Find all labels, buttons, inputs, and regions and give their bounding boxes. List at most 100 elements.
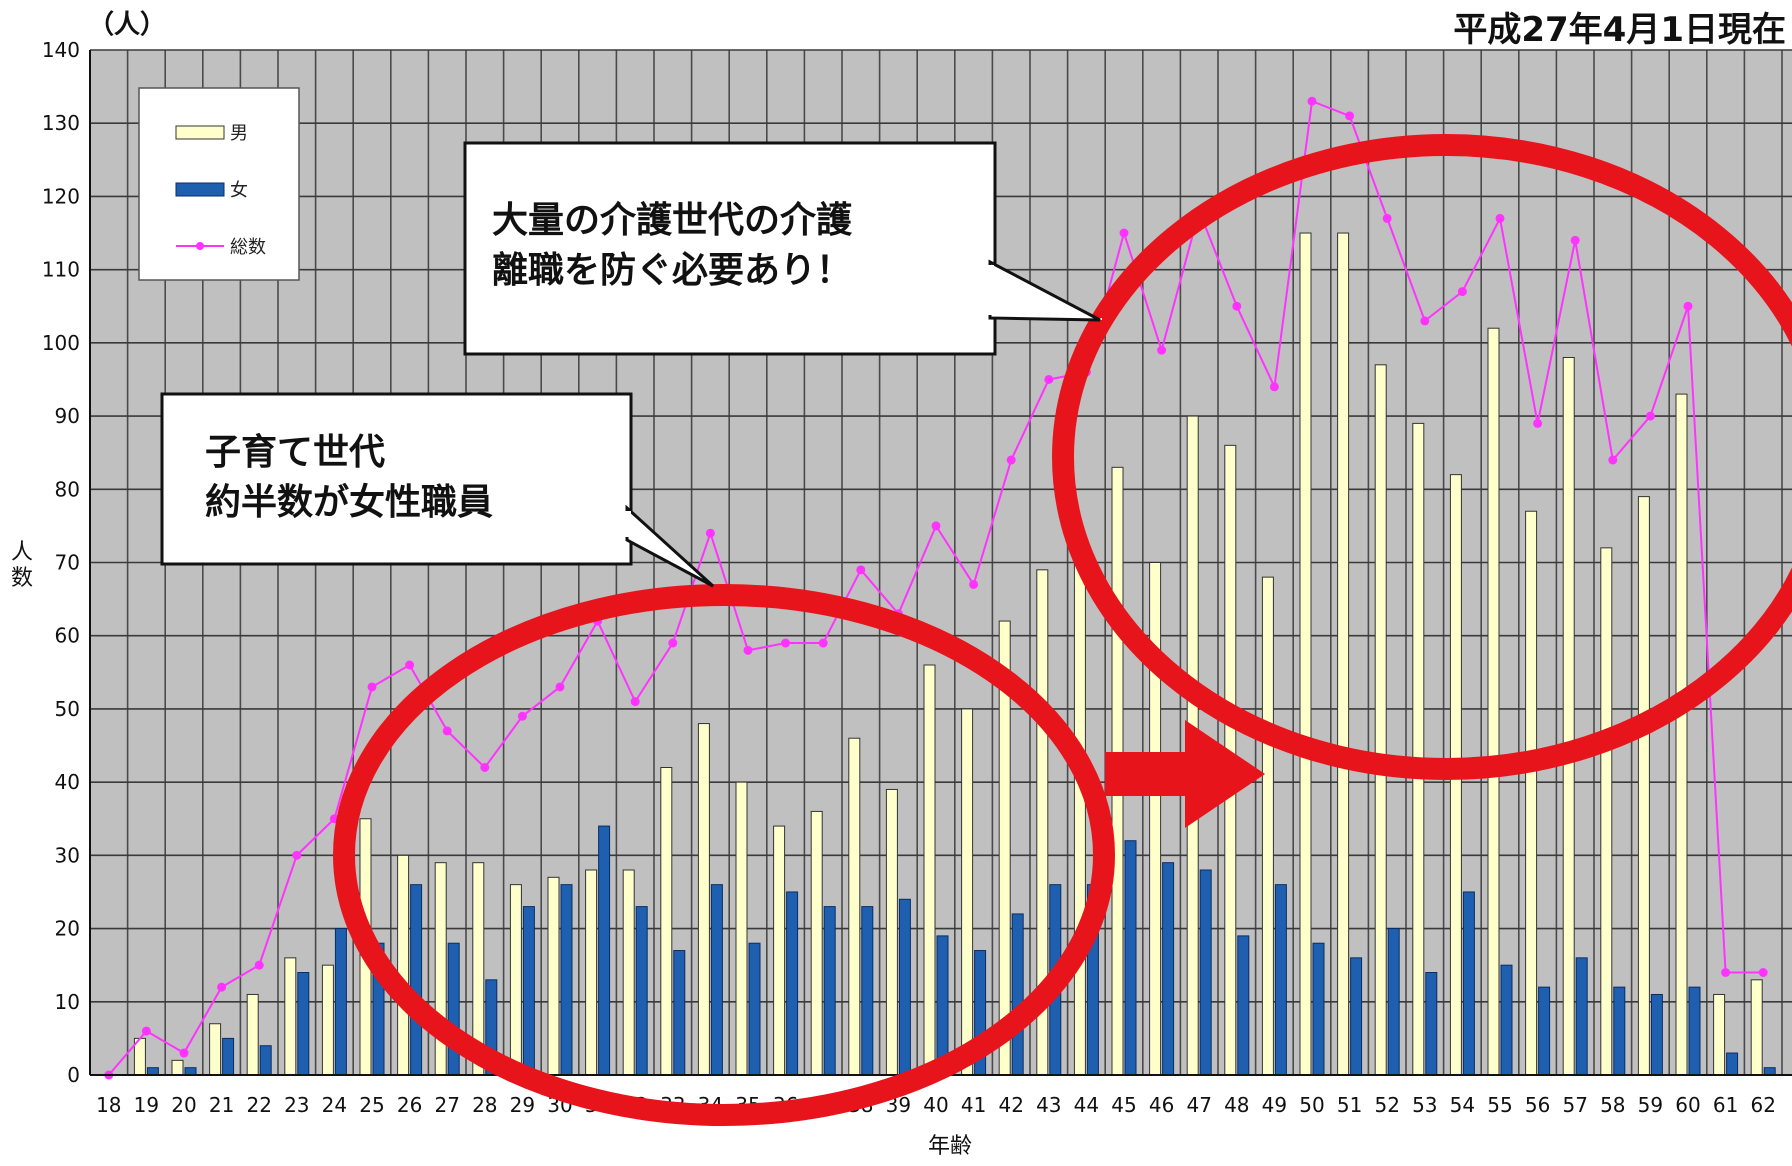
point-total: [969, 579, 979, 589]
x-tick-label: 41: [961, 1093, 986, 1117]
point-total: [1683, 301, 1693, 311]
x-tick-label: 18: [96, 1093, 121, 1117]
bar-male: [885, 788, 898, 1076]
callouts: [160, 141, 1102, 588]
bar-male: [1487, 327, 1500, 1076]
x-tick-label: 58: [1600, 1093, 1625, 1117]
y-tick-label: 140: [42, 38, 80, 62]
x-tick-label: 57: [1562, 1093, 1587, 1117]
point-total: [1307, 96, 1317, 106]
bar-male: [1713, 993, 1726, 1076]
x-tick-label: 46: [1149, 1093, 1174, 1117]
point-total: [1608, 455, 1618, 465]
bar-male: [1525, 510, 1538, 1076]
bar-male: [1374, 364, 1387, 1076]
x-tick-label: 22: [246, 1093, 271, 1117]
y-tick-label: 10: [55, 990, 80, 1014]
bar-female: [1312, 942, 1325, 1076]
y-tick-label: 30: [55, 843, 80, 867]
bar-male: [209, 1023, 222, 1076]
point-total: [1758, 968, 1768, 977]
bar-female: [1726, 1052, 1739, 1076]
date-label: 平成27年4月1日現在: [1453, 10, 1786, 50]
point-total: [442, 726, 452, 736]
bar-female: [334, 928, 347, 1076]
bar-male: [321, 964, 334, 1076]
x-tick-label: 55: [1487, 1093, 1512, 1117]
legend-swatch-male: [175, 125, 225, 140]
x-tick-label: 24: [322, 1093, 347, 1117]
bar-male: [1261, 576, 1274, 1076]
bar-male: [622, 869, 635, 1076]
bar-female: [1425, 972, 1438, 1076]
legend-label-male: 男: [230, 123, 248, 144]
bars: [133, 232, 1776, 1076]
bar-female: [598, 825, 611, 1076]
bar-female: [1162, 862, 1175, 1076]
callout-box-childcare: [160, 392, 633, 566]
bar-male: [1600, 547, 1613, 1076]
x-tick-label: 21: [209, 1093, 234, 1117]
bar-female: [146, 1067, 159, 1076]
x-tick-label: 60: [1675, 1093, 1700, 1117]
point-total: [1044, 374, 1054, 384]
bar-female: [447, 942, 460, 1076]
y-tick-label: 0: [67, 1063, 80, 1087]
point-total: [1006, 455, 1016, 465]
bar-male: [397, 854, 410, 1076]
point-total: [1232, 301, 1242, 311]
callout-caregiving-line1: 大量の介護世代の介護: [492, 200, 853, 241]
bar-female: [1011, 913, 1024, 1076]
bar-female: [748, 942, 761, 1076]
x-tick-label: 52: [1374, 1093, 1399, 1117]
bar-female: [635, 906, 648, 1076]
x-tick-label: 54: [1450, 1093, 1475, 1117]
bar-female: [1613, 986, 1626, 1076]
point-total: [1420, 316, 1430, 326]
x-tick-label: 45: [1111, 1093, 1136, 1117]
highlight-ellipse-childcare: [333, 584, 1115, 1126]
callout-childcare-line1: 子育て世代: [205, 432, 386, 473]
bar-male: [1073, 562, 1086, 1076]
point-total: [179, 1048, 189, 1058]
point-total: [1645, 411, 1655, 421]
point-total: [367, 682, 377, 692]
bar-female: [184, 1067, 197, 1076]
x-tick-label: 50: [1299, 1093, 1324, 1117]
x-tick-label: 27: [434, 1093, 459, 1117]
bar-female: [410, 884, 423, 1076]
x-tick-label: 42: [998, 1093, 1023, 1117]
point-total: [705, 528, 715, 538]
bar-female: [861, 906, 874, 1076]
point-total: [630, 697, 640, 707]
bar-male: [246, 993, 259, 1076]
point-total: [141, 1026, 151, 1036]
highlight-ellipse-caregiving: [1052, 134, 1792, 780]
bar-male: [923, 664, 936, 1076]
x-tick-label: 26: [397, 1093, 422, 1117]
bar-male: [1299, 232, 1312, 1076]
bar-female: [673, 950, 686, 1076]
point-total: [1157, 345, 1167, 355]
y-tick-label: 60: [55, 624, 80, 648]
x-tick-label: 47: [1186, 1093, 1211, 1117]
point-total: [254, 960, 264, 970]
x-tick-label: 23: [284, 1093, 309, 1117]
x-tick-label: 29: [510, 1093, 535, 1117]
legend: 男 女 総数: [138, 87, 300, 281]
y-tick-label: 70: [55, 551, 80, 575]
bar-female: [1575, 957, 1588, 1076]
bar-female: [297, 972, 310, 1076]
bar-female: [1274, 884, 1287, 1076]
point-total: [818, 638, 828, 648]
point-total: [1457, 287, 1467, 297]
bar-female: [1387, 928, 1400, 1076]
bar-male: [810, 810, 823, 1076]
unit-label: （人）: [88, 10, 167, 40]
bar-male: [1750, 979, 1763, 1076]
y-tick-label: 110: [42, 258, 80, 282]
point-total: [856, 565, 866, 575]
point-total: [931, 521, 941, 531]
bar-female: [1650, 993, 1663, 1076]
